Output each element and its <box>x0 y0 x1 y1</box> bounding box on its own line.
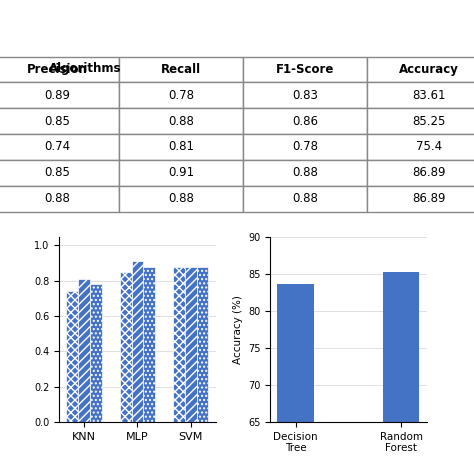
Bar <box>185 267 197 422</box>
Bar <box>383 272 419 474</box>
Bar <box>90 284 101 422</box>
Text: Algorithms: Algorithms <box>49 62 121 74</box>
Bar <box>173 267 185 422</box>
Bar <box>78 279 90 422</box>
Bar <box>131 261 143 422</box>
Y-axis label: Accuracy (%): Accuracy (%) <box>233 295 243 364</box>
Bar <box>66 292 78 422</box>
Legend: Recall, F1-Score: Recall, F1-Score <box>79 472 212 474</box>
Bar <box>197 267 209 422</box>
Bar <box>143 267 155 422</box>
Bar <box>277 284 314 474</box>
Bar <box>120 272 131 422</box>
